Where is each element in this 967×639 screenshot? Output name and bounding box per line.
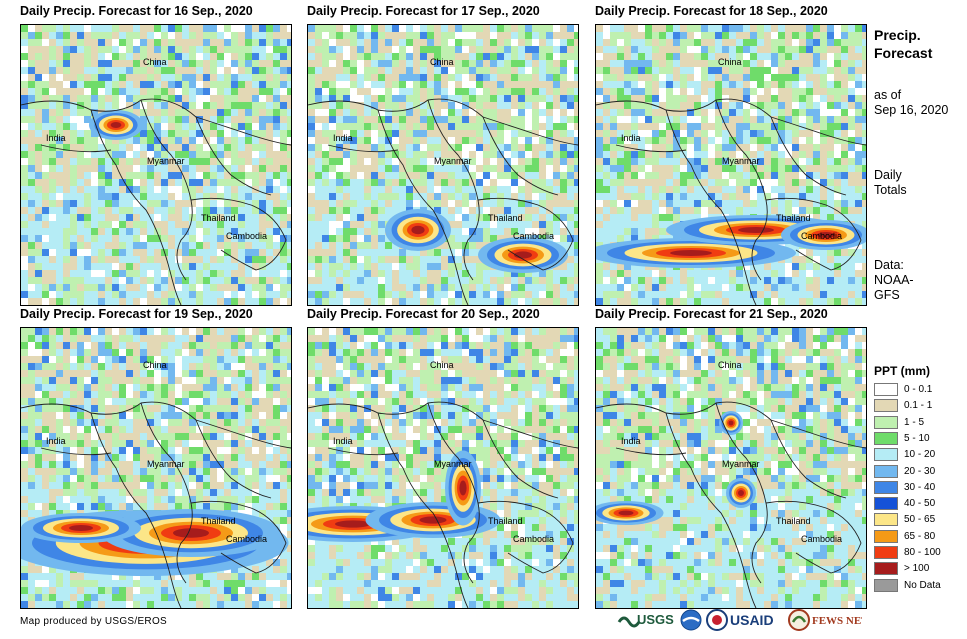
panel-title: Daily Precip. Forecast for 20 Sep., 2020 bbox=[307, 307, 540, 321]
side-data-source: Data: NOAA- GFS bbox=[874, 258, 914, 303]
legend-label: 80 - 100 bbox=[904, 547, 941, 558]
precip-map: China India Myanmar Thailand Cambodia bbox=[20, 327, 292, 609]
legend-swatch bbox=[874, 480, 898, 494]
panel-title: Daily Precip. Forecast for 18 Sep., 2020 bbox=[595, 4, 828, 18]
legend-label: 0 - 0.1 bbox=[904, 384, 933, 395]
precip-map: China India Myanmar Thailand Cambodia bbox=[20, 24, 292, 306]
usgs-logo: USGS bbox=[617, 608, 677, 632]
legend-swatch bbox=[874, 399, 898, 413]
place-label-china: China bbox=[430, 360, 454, 370]
noaa-logo bbox=[680, 608, 702, 632]
place-label-china: China bbox=[718, 360, 742, 370]
place-label-india: India bbox=[46, 436, 66, 446]
panel-title: Daily Precip. Forecast for 17 Sep., 2020 bbox=[307, 4, 540, 18]
place-label-china: China bbox=[143, 360, 167, 370]
legend-title: PPT (mm) bbox=[874, 364, 931, 378]
legend-label: No Data bbox=[904, 579, 941, 591]
place-label-myanmar: Myanmar bbox=[722, 459, 760, 469]
precip-map: China India Myanmar Thailand Cambodia bbox=[595, 327, 867, 609]
legend-swatch bbox=[874, 415, 898, 429]
forecast-panel-sep16: Daily Precip. Forecast for 16 Sep., 2020… bbox=[20, 4, 292, 306]
forecast-panel-sep18: Daily Precip. Forecast for 18 Sep., 2020… bbox=[595, 4, 867, 306]
legend-swatch bbox=[874, 546, 898, 559]
place-label-myanmar: Myanmar bbox=[147, 459, 185, 469]
legend-swatch bbox=[874, 431, 898, 445]
place-label-india: India bbox=[333, 436, 353, 446]
place-label-thailand: Thailand bbox=[201, 516, 236, 526]
place-label-thailand: Thailand bbox=[776, 516, 811, 526]
usaid-logo: USAID bbox=[706, 608, 786, 632]
legend-label: 10 - 20 bbox=[904, 449, 936, 461]
forecast-panel-sep20: Daily Precip. Forecast for 20 Sep., 2020… bbox=[307, 307, 579, 609]
legend-swatch bbox=[874, 562, 898, 576]
side-title-line2: Forecast bbox=[874, 45, 933, 61]
legend-label: 30 - 40 bbox=[904, 481, 936, 493]
place-label-cambodia: Cambodia bbox=[513, 534, 555, 544]
precip-map: China India Myanmar Thailand Cambodia bbox=[307, 24, 579, 306]
forecast-panel-sep17: Daily Precip. Forecast for 17 Sep., 2020… bbox=[307, 4, 579, 306]
legend-label: 40 - 50 bbox=[904, 498, 936, 510]
legend-swatch bbox=[874, 464, 898, 478]
place-label-cambodia: Cambodia bbox=[801, 534, 843, 544]
place-label-myanmar: Myanmar bbox=[722, 156, 760, 166]
legend-label: 50 - 65 bbox=[904, 514, 936, 526]
legend-label: 0.1 - 1 bbox=[904, 400, 933, 412]
side-asof-line1: as of bbox=[874, 88, 902, 102]
place-label-thailand: Thailand bbox=[488, 516, 523, 526]
legend-label: 20 - 30 bbox=[904, 465, 936, 477]
legend-swatch bbox=[874, 383, 898, 396]
place-label-china: China bbox=[143, 57, 167, 67]
place-label-myanmar: Myanmar bbox=[434, 459, 472, 469]
credit-text: Map produced by USGS/EROS bbox=[20, 616, 168, 627]
panel-title: Daily Precip. Forecast for 19 Sep., 2020 bbox=[20, 307, 253, 321]
legend-label: > 100 bbox=[904, 563, 930, 575]
forecast-panel-sep19: Daily Precip. Forecast for 19 Sep., 2020… bbox=[20, 307, 292, 609]
legend-swatch bbox=[874, 578, 898, 592]
place-label-china: China bbox=[718, 57, 742, 67]
place-label-myanmar: Myanmar bbox=[434, 156, 472, 166]
side-data-line1: Data: bbox=[874, 258, 904, 272]
place-label-cambodia: Cambodia bbox=[226, 534, 268, 544]
panel-title: Daily Precip. Forecast for 21 Sep., 2020 bbox=[595, 307, 828, 321]
side-data-line3: GFS bbox=[874, 288, 900, 302]
precip-map: China India Myanmar Thailand Cambodia bbox=[307, 327, 579, 609]
side-title-line1: Precip. bbox=[874, 27, 921, 43]
place-label-thailand: Thailand bbox=[488, 213, 523, 223]
side-totals: Daily Totals bbox=[874, 168, 907, 198]
fewsnet-logo: FEWS NET bbox=[788, 608, 869, 632]
place-label-india: India bbox=[621, 133, 641, 143]
legend-swatch bbox=[874, 529, 898, 543]
place-label-thailand: Thailand bbox=[201, 213, 236, 223]
side-data-line2: NOAA- bbox=[874, 273, 914, 287]
place-label-china: China bbox=[430, 57, 454, 67]
place-label-india: India bbox=[46, 133, 66, 143]
legend-swatch bbox=[874, 448, 898, 462]
legend-label: 5 - 10 bbox=[904, 432, 930, 444]
side-title: Precip. Forecast bbox=[874, 26, 932, 62]
legend-swatch bbox=[874, 513, 898, 527]
place-label-india: India bbox=[621, 436, 641, 446]
place-label-cambodia: Cambodia bbox=[226, 231, 268, 241]
legend-label: 1 - 5 bbox=[904, 416, 925, 428]
precip-map: China India Myanmar Thailand Cambodia bbox=[595, 24, 867, 306]
place-label-thailand: Thailand bbox=[776, 213, 811, 223]
legend-swatch bbox=[874, 497, 898, 511]
fewsnet-logo-text: FEWS NET bbox=[812, 615, 862, 627]
side-asof-line2: Sep 16, 2020 bbox=[874, 103, 949, 117]
side-totals-line1: Daily bbox=[874, 168, 902, 182]
legend-label: 65 - 80 bbox=[904, 530, 936, 542]
side-asof: as of Sep 16, 2020 bbox=[874, 88, 948, 118]
side-totals-line2: Totals bbox=[874, 183, 907, 197]
place-label-myanmar: Myanmar bbox=[147, 156, 185, 166]
place-label-cambodia: Cambodia bbox=[513, 231, 555, 241]
panel-title: Daily Precip. Forecast for 16 Sep., 2020 bbox=[20, 4, 253, 18]
usgs-logo-text: USGS bbox=[637, 612, 674, 627]
usaid-logo-text: USAID bbox=[730, 612, 774, 628]
forecast-panel-sep21: Daily Precip. Forecast for 21 Sep., 2020… bbox=[595, 307, 867, 609]
place-label-india: India bbox=[333, 133, 353, 143]
place-label-cambodia: Cambodia bbox=[801, 231, 843, 241]
